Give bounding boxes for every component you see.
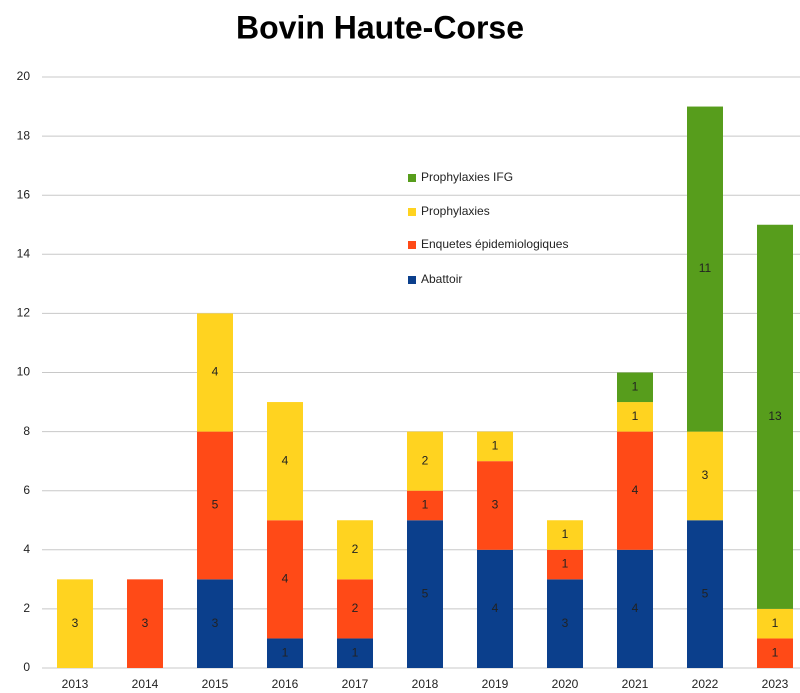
bar-segment bbox=[477, 549, 513, 668]
bar-segment bbox=[267, 638, 303, 668]
bar-segment bbox=[267, 402, 303, 521]
data-label: 1 bbox=[562, 557, 569, 571]
y-tick-label: 4 bbox=[23, 542, 30, 556]
legend-label: Prophylaxies bbox=[421, 204, 490, 218]
data-label: 2 bbox=[422, 453, 429, 467]
x-tick-label: 2016 bbox=[272, 677, 299, 691]
bar-segment bbox=[547, 520, 583, 550]
data-label: 1 bbox=[772, 645, 779, 659]
x-tick-label: 2017 bbox=[342, 677, 369, 691]
x-tick-label: 2022 bbox=[692, 677, 719, 691]
bar-segment bbox=[337, 520, 373, 580]
legend-label: Abattoir bbox=[421, 272, 462, 286]
data-label: 1 bbox=[632, 409, 639, 423]
bar-segment bbox=[687, 106, 723, 432]
x-tick-label: 2021 bbox=[622, 677, 649, 691]
bar-segment bbox=[477, 431, 513, 462]
y-tick-label: 10 bbox=[17, 365, 31, 379]
bar-segment bbox=[757, 638, 793, 668]
x-tick-label: 2023 bbox=[762, 677, 789, 691]
data-label: 5 bbox=[212, 498, 219, 512]
y-tick-label: 18 bbox=[17, 128, 31, 142]
legend-swatch bbox=[408, 174, 416, 182]
bar-segment bbox=[547, 579, 583, 668]
data-label: 1 bbox=[282, 645, 289, 659]
x-tick-label: 2014 bbox=[132, 677, 159, 691]
y-tick-label: 20 bbox=[17, 69, 31, 83]
data-label: 4 bbox=[632, 601, 639, 615]
data-label: 4 bbox=[492, 601, 499, 615]
bar-segment bbox=[197, 579, 233, 668]
data-label: 3 bbox=[702, 468, 709, 482]
data-label: 3 bbox=[562, 616, 569, 630]
data-label: 2 bbox=[352, 601, 359, 615]
data-label: 3 bbox=[72, 616, 79, 630]
bar-segment bbox=[337, 579, 373, 639]
data-label: 1 bbox=[422, 498, 429, 512]
data-label: 4 bbox=[212, 365, 219, 379]
bar-segment bbox=[477, 461, 513, 550]
bar-segment bbox=[617, 549, 653, 668]
bar-segment bbox=[267, 520, 303, 639]
bar-segment bbox=[407, 520, 443, 668]
bar-segment bbox=[407, 431, 443, 491]
data-label: 5 bbox=[702, 586, 709, 600]
data-label: 11 bbox=[699, 261, 712, 275]
x-tick-label: 2020 bbox=[552, 677, 579, 691]
data-label: 3 bbox=[212, 616, 219, 630]
bar-segment bbox=[547, 549, 583, 580]
bar-segment bbox=[687, 431, 723, 521]
legend-swatch bbox=[408, 276, 416, 284]
legend-swatch bbox=[408, 208, 416, 216]
bar-segment bbox=[687, 520, 723, 668]
data-label: 4 bbox=[632, 483, 639, 497]
bar-segment bbox=[617, 372, 653, 403]
bar-segment bbox=[407, 490, 443, 521]
legend-swatch bbox=[408, 241, 416, 249]
data-label: 3 bbox=[142, 616, 149, 630]
x-tick-label: 2015 bbox=[202, 677, 229, 691]
bar-segment bbox=[757, 224, 793, 609]
y-tick-label: 8 bbox=[23, 424, 30, 438]
y-tick-label: 6 bbox=[23, 483, 30, 497]
data-label: 1 bbox=[352, 645, 359, 659]
y-tick-label: 12 bbox=[17, 306, 31, 320]
data-label: 1 bbox=[632, 379, 639, 393]
bar-segment bbox=[337, 638, 373, 668]
x-tick-label: 2019 bbox=[482, 677, 509, 691]
data-label: 1 bbox=[772, 616, 779, 630]
bar-segment bbox=[197, 313, 233, 432]
data-label: 3 bbox=[492, 498, 499, 512]
legend-label: Enquetes épidemiologiques bbox=[421, 237, 568, 251]
data-label: 4 bbox=[282, 572, 289, 586]
y-tick-label: 14 bbox=[17, 246, 31, 260]
data-label: 5 bbox=[422, 586, 429, 600]
data-label: 1 bbox=[562, 527, 569, 541]
legend-label: Prophylaxies IFG bbox=[421, 170, 513, 184]
x-tick-label: 2013 bbox=[62, 677, 89, 691]
bar-segment bbox=[757, 608, 793, 639]
x-tick-label: 2018 bbox=[412, 677, 439, 691]
bar-segment bbox=[197, 431, 233, 580]
y-tick-label: 16 bbox=[17, 187, 31, 201]
data-label: 2 bbox=[352, 542, 359, 556]
bar-segment bbox=[57, 579, 93, 668]
bar-segment bbox=[127, 579, 163, 668]
chart-title: Bovin Haute-Corse bbox=[236, 9, 524, 45]
bar-segment bbox=[617, 402, 653, 432]
bar-segment bbox=[617, 431, 653, 550]
data-label: 4 bbox=[282, 453, 289, 467]
y-tick-label: 0 bbox=[23, 660, 30, 674]
data-label: 1 bbox=[492, 439, 499, 453]
y-tick-label: 2 bbox=[23, 601, 30, 615]
data-label: 13 bbox=[768, 409, 782, 423]
